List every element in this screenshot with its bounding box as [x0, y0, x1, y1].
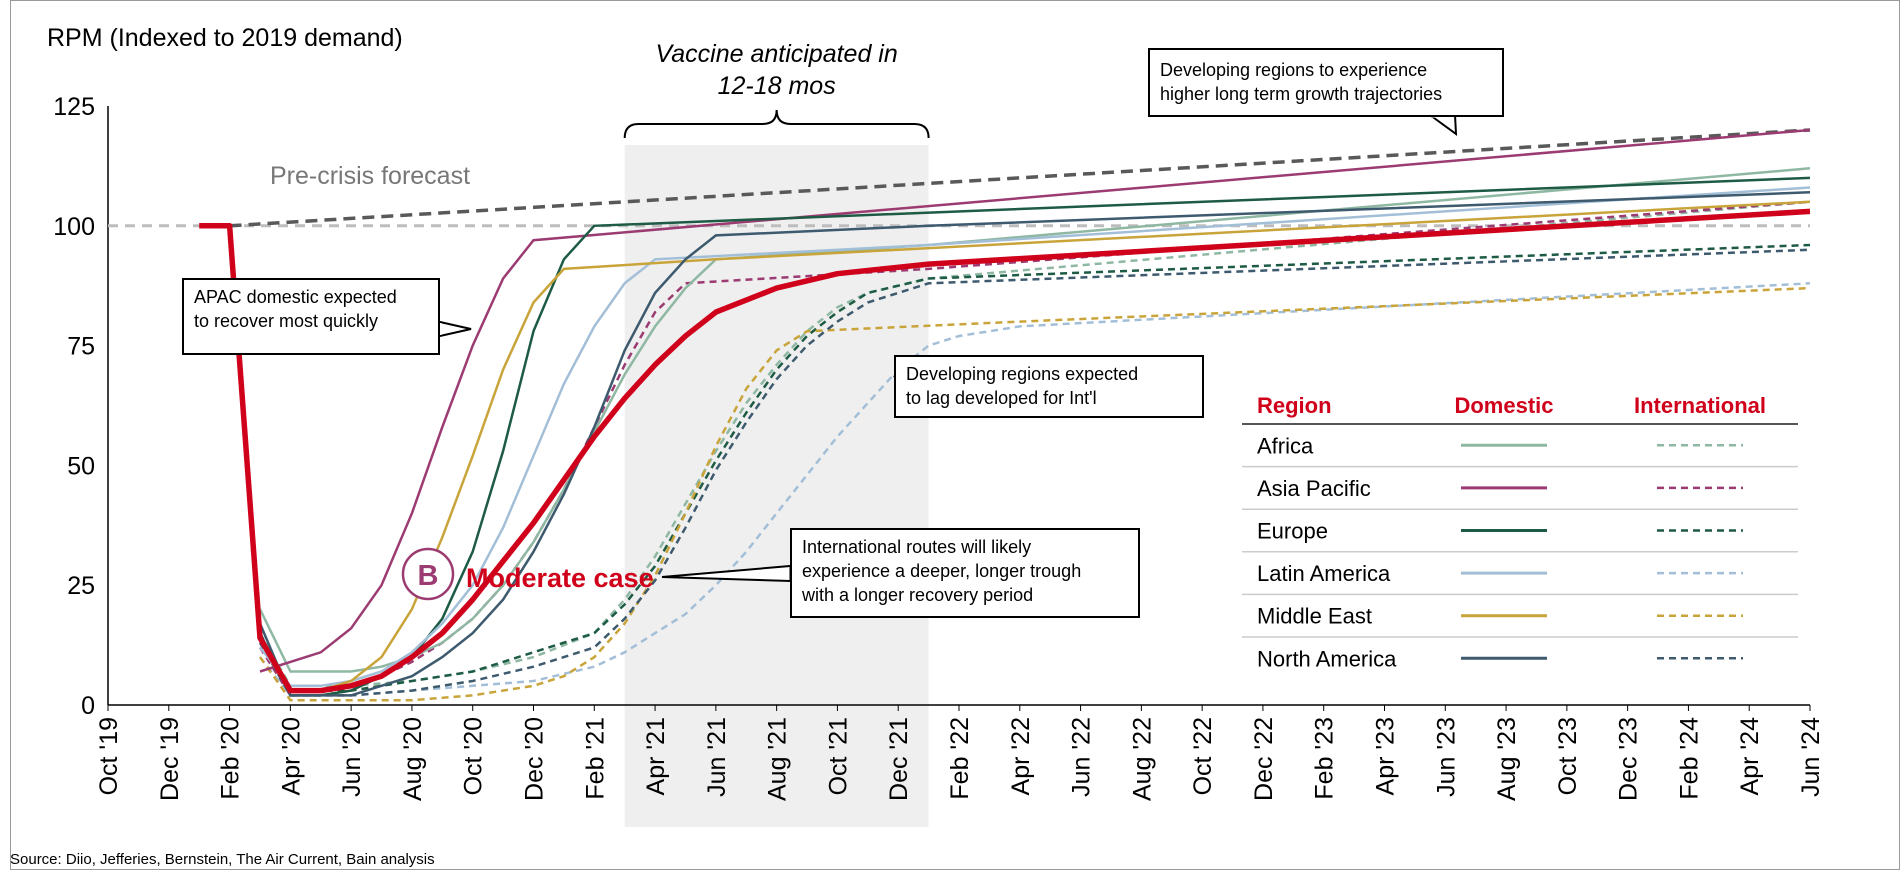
- y-tick-label: 125: [53, 93, 95, 121]
- x-tick-label: Dec '22: [1250, 717, 1278, 801]
- callout-developing-lag: Developing regions expected to lag devel…: [894, 355, 1204, 418]
- y-tick-label: 0: [81, 692, 95, 720]
- x-tick-label: Aug '21: [764, 717, 792, 801]
- legend-row-label: Asia Pacific: [1257, 476, 1371, 501]
- series-line-middle-east-international: [258, 286, 1811, 702]
- scenario-label: Moderate case: [466, 563, 654, 593]
- x-tick-label: Jun '22: [1068, 717, 1096, 797]
- series-line-asia-pacific-domestic: [259, 128, 1811, 673]
- chart-title: RPM (Indexed to 2019 demand): [47, 24, 403, 52]
- y-tick-label: 50: [67, 452, 95, 480]
- legend-header-domestic: Domestic: [1454, 393, 1553, 418]
- x-tick-label: Jun '23: [1432, 717, 1460, 797]
- callout-developing-growth: Developing regions to experience higher …: [1148, 48, 1504, 117]
- series-line-moderate-case: [199, 208, 1811, 694]
- callout-international-trough: International routes will likely experie…: [790, 528, 1140, 618]
- x-tick-label: Apr '24: [1736, 717, 1764, 796]
- series-line-europe-international: [258, 243, 1811, 692]
- series-line-north-america-international: [258, 248, 1811, 697]
- x-tick-label: Oct '20: [460, 717, 488, 795]
- series-line-latin-america-domestic: [259, 186, 1811, 688]
- series-line-latin-america-international: [259, 282, 1811, 697]
- x-tick-label: Feb '20: [217, 717, 245, 800]
- x-tick-label: Apr '22: [1007, 717, 1035, 795]
- x-tick-label: Feb '23: [1311, 717, 1339, 800]
- source-note: Source: Diio, Jefferies, Bernstein, The …: [10, 851, 435, 868]
- x-tick-label: Apr '20: [277, 717, 305, 795]
- legend-header-region: Region: [1257, 393, 1332, 418]
- x-tick-label: Jun '21: [703, 717, 731, 797]
- x-tick-label: Feb '22: [946, 717, 974, 800]
- callout-apac-domestic: APAC domestic expected to recover most q…: [182, 278, 440, 355]
- y-tick-label: 100: [53, 213, 95, 241]
- x-tick-label: Aug '20: [399, 717, 427, 801]
- callout-growth-pointer: [1426, 114, 1458, 137]
- y-tick-label: 75: [67, 333, 95, 361]
- vaccine-label-line: Vaccine anticipated in: [655, 40, 897, 68]
- vaccine-label-line: 12-18 mos: [718, 72, 836, 100]
- vaccine-brace: [623, 109, 930, 139]
- legend-header-international: International: [1634, 393, 1766, 418]
- series-line-africa-domestic: [258, 167, 1811, 673]
- pre-crisis-forecast-line: [229, 128, 1811, 228]
- x-tick-label: Dec '21: [885, 717, 913, 801]
- x-tick-label: Feb '21: [581, 717, 609, 800]
- scenario-badge-circle: [401, 547, 455, 601]
- x-tick-label: Oct '21: [824, 717, 852, 795]
- chart-frame: [10, 0, 1900, 870]
- x-tick-label: Oct '23: [1554, 717, 1582, 795]
- x-tick-label: Dec '20: [521, 717, 549, 801]
- x-tick-label: Jun '20: [338, 717, 366, 797]
- legend-row-label: Latin America: [1257, 561, 1391, 586]
- x-tick-label: Oct '19: [95, 717, 123, 795]
- legend-row-label: Middle East: [1257, 604, 1372, 629]
- series-line-asia-pacific-international: [258, 200, 1811, 697]
- x-tick-label: Dec '23: [1615, 717, 1643, 801]
- x-tick-label: Apr '23: [1372, 717, 1400, 795]
- x-tick-label: Dec '19: [156, 717, 184, 801]
- legend-row-label: Europe: [1257, 519, 1328, 544]
- x-tick-label: Aug '22: [1128, 717, 1156, 801]
- pre-crisis-forecast-label: Pre-crisis forecast: [270, 162, 470, 190]
- callout-apac-pointer: [439, 320, 472, 338]
- x-tick-label: Apr '21: [642, 717, 670, 795]
- series-line-north-america-domestic: [258, 191, 1811, 697]
- legend-row-label: North America: [1257, 646, 1397, 671]
- x-tick-label: Jun '24: [1797, 717, 1825, 797]
- legend-row-label: Africa: [1257, 433, 1314, 458]
- x-tick-label: Feb '24: [1675, 717, 1703, 800]
- x-tick-label: Oct '22: [1189, 717, 1217, 795]
- x-tick-label: Aug '23: [1493, 717, 1521, 801]
- scenario-badge-letter: B: [418, 560, 439, 592]
- y-tick-label: 25: [67, 572, 95, 600]
